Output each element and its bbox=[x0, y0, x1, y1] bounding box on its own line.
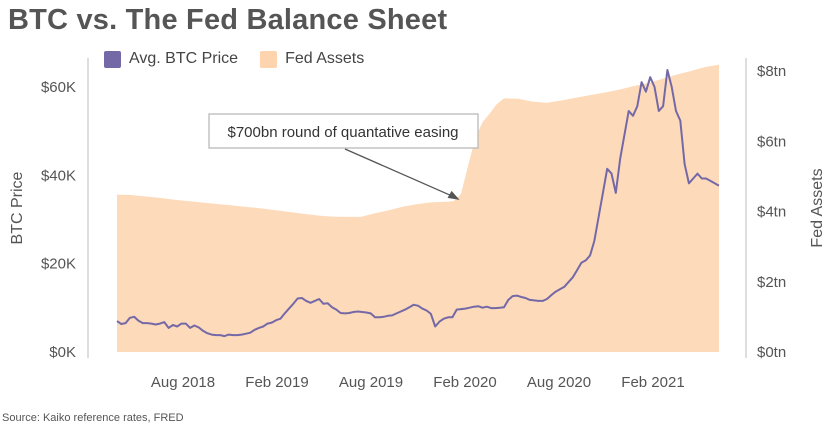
y-right-tick-label: $2tn bbox=[757, 274, 786, 291]
legend-label-btc: Avg. BTC Price bbox=[129, 50, 239, 67]
y-right-axis-title: Fed Assets bbox=[809, 168, 826, 247]
btc-price-line bbox=[116, 69, 720, 338]
chart-area: $0K $20K $40K $60K $0tn $2tn $4tn $6tn $8tn Aug 2… bbox=[9, 58, 826, 391]
y-left-axis-title: BTC Price bbox=[9, 171, 26, 244]
annotation-arrow-head bbox=[447, 190, 460, 200]
legend-swatch-btc bbox=[104, 50, 121, 68]
x-tick-label: Aug 2018 bbox=[151, 374, 215, 391]
source-note: Source: Kaiko reference rates, FRED bbox=[2, 412, 184, 424]
legend-item-fed[interactable]: Fed Assets bbox=[260, 50, 364, 68]
annotation-arrow-line bbox=[344, 148, 452, 197]
y-left-tick-label: $20K bbox=[41, 256, 76, 273]
y-right-tick-label: $4tn bbox=[757, 204, 786, 221]
y-left-tick-label: $60K bbox=[41, 79, 76, 96]
fed-assets-area bbox=[117, 64, 719, 352]
chart-title: BTC vs. The Fed Balance Sheet bbox=[8, 4, 448, 36]
x-tick-label: Feb 2019 bbox=[245, 374, 308, 391]
y-left-tick-label: $0K bbox=[49, 344, 76, 361]
x-tick-label: Feb 2020 bbox=[433, 374, 496, 391]
y-right-tick-label: $6tn bbox=[757, 133, 786, 150]
legend-label-fed: Fed Assets bbox=[285, 50, 365, 67]
x-tick-label: Aug 2020 bbox=[527, 374, 591, 391]
annotation-box bbox=[208, 113, 479, 149]
annotation-text: $700bn round of quantative easing bbox=[227, 124, 458, 141]
x-tick-label: Aug 2019 bbox=[339, 374, 403, 391]
legend: Avg. BTC Price Fed Assets bbox=[104, 50, 364, 68]
y-right-tick-label: $8tn bbox=[757, 63, 786, 80]
y-left-tick-label: $40K bbox=[41, 167, 76, 184]
legend-item-btc[interactable]: Avg. BTC Price bbox=[104, 50, 238, 68]
y-right-tick-label: $0tn bbox=[757, 344, 786, 361]
x-tick-label: Feb 2021 bbox=[621, 374, 684, 391]
legend-swatch-fed bbox=[260, 50, 278, 68]
